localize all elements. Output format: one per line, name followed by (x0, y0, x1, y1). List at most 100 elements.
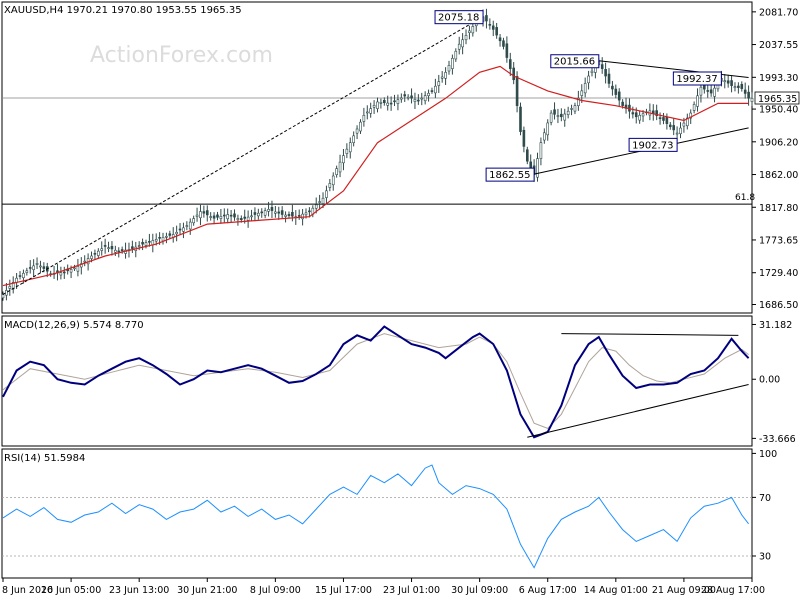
rsi-panel-title: RSI(14) 51.5984 (4, 453, 85, 464)
candle-body (226, 214, 229, 220)
candle-body (277, 211, 281, 214)
candle-body (686, 117, 689, 127)
candle-body (529, 161, 533, 169)
candle-body (573, 105, 577, 112)
candle-body (508, 59, 512, 69)
candle-body (76, 266, 80, 272)
time-tick-label: 30 Jul 09:00 (451, 585, 508, 596)
candle-body (675, 132, 679, 135)
candle-body (372, 104, 376, 108)
candle-body (362, 114, 366, 122)
candle-body (386, 102, 390, 106)
macd-axis-tick-label: -33.666 (759, 434, 796, 445)
candle-body (389, 102, 393, 105)
candle-body (325, 190, 328, 198)
time-tick-label: 6 Aug 17:00 (519, 585, 577, 596)
rsi-axis-tick-label: 70 (759, 493, 771, 504)
candle-body (202, 211, 206, 214)
candle-body (158, 237, 161, 239)
candle-body (222, 214, 226, 217)
candle-body (229, 214, 233, 217)
candle-body (590, 70, 594, 74)
candle-body (331, 175, 335, 186)
candle-body (321, 197, 325, 204)
candle-body (240, 218, 243, 220)
candle-body (335, 168, 338, 175)
candle-body (301, 213, 304, 220)
macd-signal-line (2, 333, 749, 429)
candle-body (604, 69, 607, 77)
candle-body (570, 108, 573, 110)
candle-body (464, 35, 468, 41)
current-price-box (754, 91, 800, 105)
candle-body (447, 65, 451, 72)
candle-body (178, 228, 182, 231)
candle-body (205, 210, 209, 216)
candle-body (440, 76, 444, 79)
candle-body (553, 109, 556, 115)
macd-trendline (561, 333, 739, 336)
candle-body (39, 265, 42, 268)
candle-body (750, 97, 754, 102)
candle-body (658, 117, 662, 119)
time-tick-label: 21 Aug 09:00 (652, 585, 716, 596)
trendline (2, 16, 484, 295)
candle-body (621, 101, 624, 106)
candle-body (451, 57, 454, 69)
candle-body (297, 215, 301, 217)
candle-body (257, 212, 260, 217)
rsi-line (2, 464, 749, 569)
price-annotation-box (434, 10, 484, 25)
candle-body (679, 127, 682, 135)
price-annotation-box (485, 167, 535, 182)
candle-body (154, 239, 158, 242)
candle-body (369, 108, 372, 114)
candle-body (168, 233, 172, 236)
candle-body (260, 211, 264, 214)
candle-body (726, 80, 730, 84)
candle-body (253, 212, 257, 215)
candle-body (713, 87, 716, 97)
candle-body (747, 91, 750, 99)
price-axis-tick-label: 1950.40 (759, 105, 798, 116)
candle-body (406, 96, 410, 99)
candle-body (672, 125, 675, 131)
rsi-axis-tick-label: 30 (759, 552, 771, 563)
candle-body (379, 102, 383, 104)
candle-body (740, 84, 744, 89)
candle-body (502, 40, 505, 47)
candle-body (338, 161, 342, 173)
candle-body (90, 255, 93, 259)
price-annotation-label: 1862.55 (489, 170, 530, 181)
candle-body (692, 104, 696, 111)
candle-body (62, 271, 66, 274)
candle-body (114, 249, 117, 253)
macd-line (2, 325, 750, 439)
rsi-panel-frame (1, 448, 753, 579)
candle-body (607, 73, 611, 84)
candle-body (696, 95, 699, 107)
candle-body (110, 246, 114, 250)
candle-body (342, 155, 345, 164)
candle-body (291, 211, 294, 217)
candle-body (427, 92, 430, 96)
time-tick-label: 8 Jun 2020 (2, 585, 53, 596)
candle-body (689, 112, 693, 119)
candle-body (396, 99, 400, 104)
candle-body (8, 286, 12, 289)
time-tick-label: 28 Aug 17:00 (701, 585, 765, 596)
price-axis-tick-label: 1686.50 (759, 300, 798, 311)
candle-body (662, 117, 665, 121)
candle-body (709, 89, 713, 94)
candle-body (539, 142, 543, 159)
candle-body (587, 75, 590, 84)
time-tick-label: 14 Aug 01:00 (584, 585, 648, 596)
candle-body (270, 207, 274, 211)
candle-body (148, 241, 151, 243)
candle-body (144, 242, 148, 246)
price-axis-tick-label: 1817.80 (759, 203, 798, 214)
candle-body (454, 50, 458, 60)
candle-body (682, 122, 686, 127)
candle-body (328, 183, 332, 188)
